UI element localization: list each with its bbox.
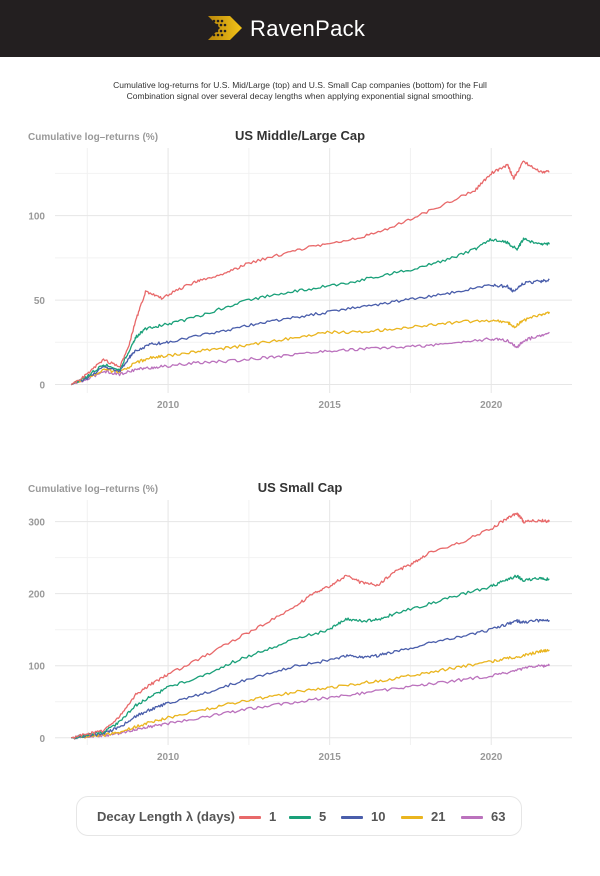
chart-title: US Small Cap <box>258 480 343 495</box>
legend-label-63: 63 <box>491 809 506 824</box>
series-line-21 <box>70 311 550 386</box>
chart-title: US Middle/Large Cap <box>235 128 365 143</box>
x-tick-label: 2015 <box>319 752 342 763</box>
y-tick-label: 100 <box>28 212 45 223</box>
y-axis-label: Cumulative log–returns (%) <box>28 132 158 143</box>
y-tick-label: 300 <box>28 518 45 529</box>
legend-swatch-10 <box>341 816 363 819</box>
legend-label-1: 1 <box>269 809 277 824</box>
y-tick-label: 200 <box>28 590 45 601</box>
legend-label-10: 10 <box>371 809 386 824</box>
header-bar: RavenPack <box>0 0 600 57</box>
brand-name: RavenPack <box>250 16 366 41</box>
x-tick-label: 2010 <box>157 400 180 411</box>
chart-mid-large-cap: US Middle/Large Cap Cumulative log–return… <box>28 128 572 411</box>
x-tick-label: 2020 <box>480 752 503 763</box>
series-line-5 <box>70 237 550 386</box>
legend-label-5: 5 <box>319 809 327 824</box>
ravenpack-logo-icon <box>208 16 242 40</box>
y-axis-label: Cumulative log–returns (%) <box>28 484 158 495</box>
x-tick-label: 2015 <box>319 400 342 411</box>
legend-swatch-5 <box>289 816 311 819</box>
legend-swatch-63 <box>461 816 483 819</box>
series-line-1 <box>70 160 550 386</box>
legend: Decay Length λ (days) 1 5 10 21 63 <box>76 796 522 836</box>
caption-line-2: Combination signal over several decay le… <box>126 91 474 101</box>
series-line-10 <box>70 278 550 386</box>
figure-caption: Cumulative log-returns for U.S. Mid/Larg… <box>60 80 540 102</box>
series-line-5 <box>71 574 550 740</box>
y-tick-label: 0 <box>39 734 45 745</box>
series-line-10 <box>71 618 550 740</box>
legend-title: Decay Length λ (days) <box>97 809 235 824</box>
x-tick-label: 2010 <box>157 752 180 763</box>
series-line-63 <box>70 331 550 386</box>
caption-line-1: Cumulative log-returns for U.S. Mid/Larg… <box>113 80 487 90</box>
series-line-21 <box>71 648 550 740</box>
legend-swatch-1 <box>239 816 261 819</box>
y-tick-label: 0 <box>39 381 45 392</box>
legend-label-21: 21 <box>431 809 446 824</box>
series-line-63 <box>71 663 550 740</box>
series-line-1 <box>71 512 550 739</box>
y-tick-label: 100 <box>28 662 45 673</box>
x-tick-label: 2020 <box>480 400 503 411</box>
y-tick-label: 50 <box>34 296 46 307</box>
chart-small-cap: US Small Cap Cumulative log–returns (%) 20… <box>28 480 572 763</box>
legend-swatch-21 <box>401 816 423 819</box>
